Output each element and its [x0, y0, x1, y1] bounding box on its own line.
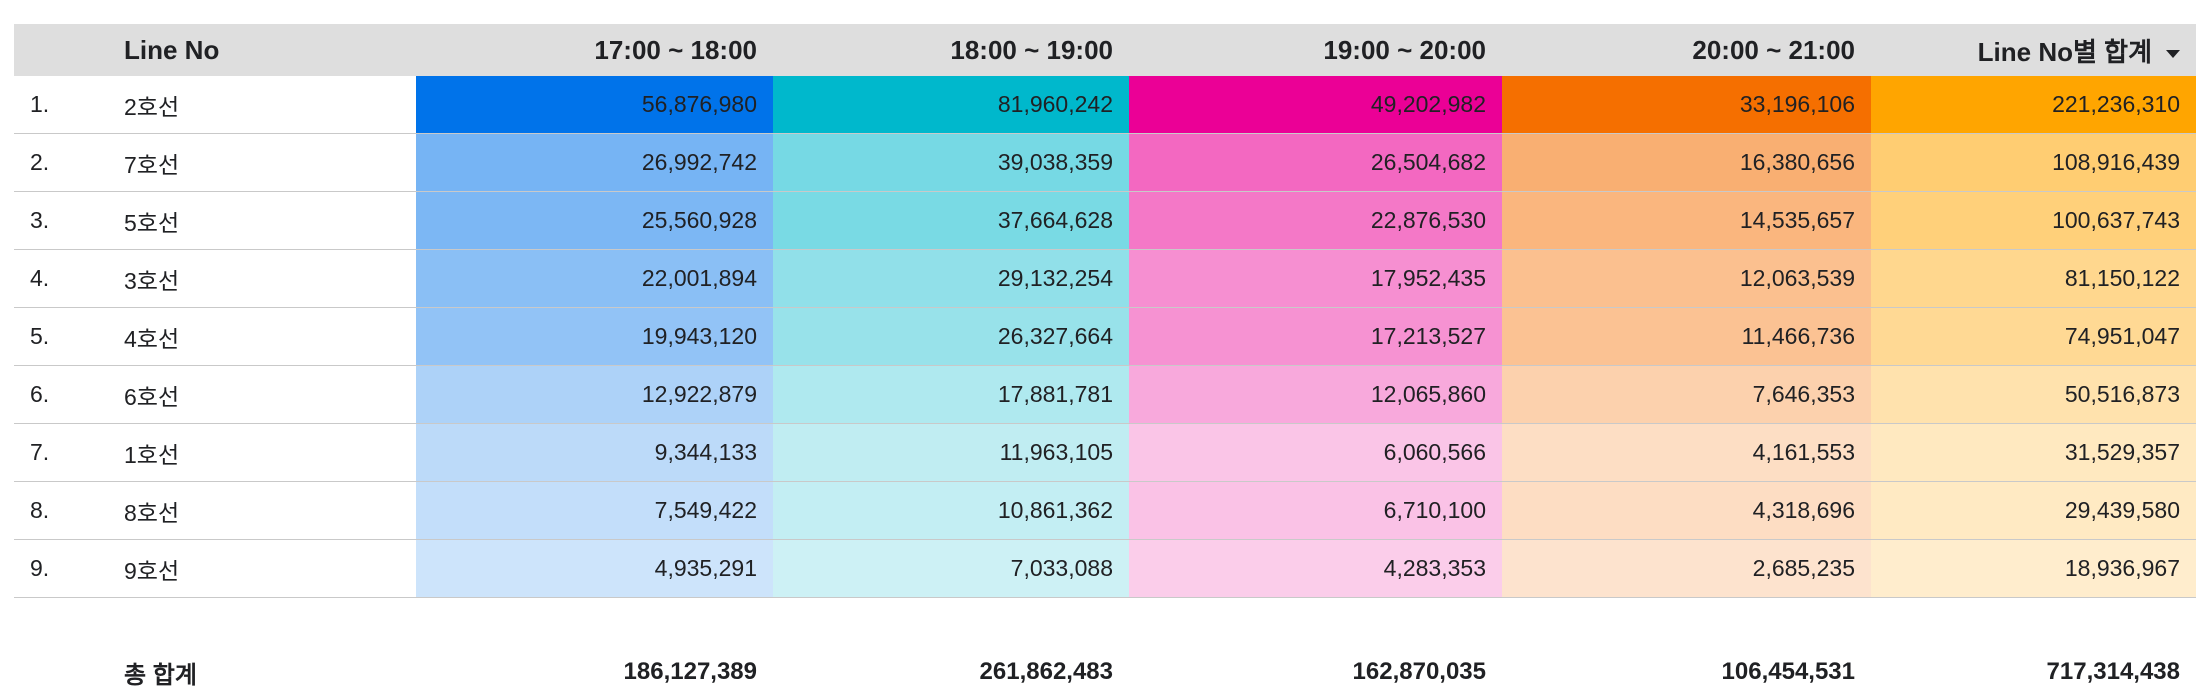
- row-index: 6.: [14, 366, 124, 424]
- cell-20-21: 2,685,235: [1502, 540, 1871, 598]
- column-header-line-total[interactable]: Line No별 합계: [1871, 24, 2196, 76]
- cell-18-19: 10,861,362: [773, 482, 1129, 540]
- totals-index-cell: [14, 650, 124, 694]
- row-index: 1.: [14, 76, 124, 134]
- cell-17-18: 7,549,422: [416, 482, 773, 540]
- cell-line-total: 50,516,873: [1871, 366, 2196, 424]
- cell-18-19: 81,960,242: [773, 76, 1129, 134]
- cell-20-21: 4,318,696: [1502, 482, 1871, 540]
- cell-18-19: 26,327,664: [773, 308, 1129, 366]
- cell-19-20: 26,504,682: [1129, 134, 1502, 192]
- row-line-name: 3호선: [124, 250, 416, 308]
- column-header-line-total-label: Line No별 합계: [1978, 37, 2152, 67]
- cell-20-21: 16,380,656: [1502, 134, 1871, 192]
- cell-19-20: 17,952,435: [1129, 250, 1502, 308]
- cell-line-total: 18,936,967: [1871, 540, 2196, 598]
- row-index: 9.: [14, 540, 124, 598]
- cell-line-total: 74,951,047: [1871, 308, 2196, 366]
- row-index: 3.: [14, 192, 124, 250]
- row-line-name: 9호선: [124, 540, 416, 598]
- table-row[interactable]: 1. 2호선 56,876,980 81,960,242 49,202,982 33,19…: [14, 76, 2196, 134]
- cell-20-21: 14,535,657: [1502, 192, 1871, 250]
- cell-17-18: 25,560,928: [416, 192, 773, 250]
- row-line-name: 2호선: [124, 76, 416, 134]
- cell-17-18: 26,992,742: [416, 134, 773, 192]
- cell-17-18: 56,876,980: [416, 76, 773, 134]
- row-index: 8.: [14, 482, 124, 540]
- table-row[interactable]: 7. 1호선 9,344,133 11,963,105 6,060,566 4,161,5…: [14, 424, 2196, 482]
- row-index: 7.: [14, 424, 124, 482]
- cell-19-20: 22,876,530: [1129, 192, 1502, 250]
- table-row[interactable]: 9. 9호선 4,935,291 7,033,088 4,283,353 2,685,23…: [14, 540, 2196, 598]
- cell-17-18: 19,943,120: [416, 308, 773, 366]
- totals-table: 총 합계 186,127,389 261,862,483 162,870,035…: [14, 650, 2196, 694]
- cell-20-21: 11,466,736: [1502, 308, 1871, 366]
- cell-line-total: 100,637,743: [1871, 192, 2196, 250]
- totals-row: 총 합계 186,127,389 261,862,483 162,870,035…: [14, 650, 2196, 694]
- cell-20-21: 4,161,553: [1502, 424, 1871, 482]
- cell-18-19: 29,132,254: [773, 250, 1129, 308]
- row-index: 4.: [14, 250, 124, 308]
- column-header-19-20[interactable]: 19:00 ~ 20:00: [1129, 24, 1502, 76]
- cell-19-20: 4,283,353: [1129, 540, 1502, 598]
- column-header-18-19[interactable]: 18:00 ~ 19:00: [773, 24, 1129, 76]
- table-row[interactable]: 6. 6호선 12,922,879 17,881,781 12,065,860 7,646…: [14, 366, 2196, 424]
- cell-19-20: 49,202,982: [1129, 76, 1502, 134]
- row-line-name: 7호선: [124, 134, 416, 192]
- cell-20-21: 7,646,353: [1502, 366, 1871, 424]
- table-row[interactable]: 2. 7호선 26,992,742 39,038,359 26,504,682 16,38…: [14, 134, 2196, 192]
- cell-19-20: 6,710,100: [1129, 482, 1502, 540]
- cell-18-19: 17,881,781: [773, 366, 1129, 424]
- cell-19-20: 6,060,566: [1129, 424, 1502, 482]
- row-line-name: 1호선: [124, 424, 416, 482]
- total-19-20: 162,870,035: [1129, 650, 1502, 694]
- sort-desc-icon[interactable]: [2166, 50, 2180, 58]
- row-index: 5.: [14, 308, 124, 366]
- cell-line-total: 31,529,357: [1871, 424, 2196, 482]
- cell-17-18: 4,935,291: [416, 540, 773, 598]
- cell-line-total: 81,150,122: [1871, 250, 2196, 308]
- cell-18-19: 39,038,359: [773, 134, 1129, 192]
- row-index: 2.: [14, 134, 124, 192]
- column-header-20-21[interactable]: 20:00 ~ 21:00: [1502, 24, 1871, 76]
- row-line-name: 8호선: [124, 482, 416, 540]
- row-line-name: 5호선: [124, 192, 416, 250]
- cell-20-21: 33,196,106: [1502, 76, 1871, 134]
- totals-label: 총 합계: [124, 650, 416, 694]
- total-17-18: 186,127,389: [416, 650, 773, 694]
- cell-20-21: 12,063,539: [1502, 250, 1871, 308]
- table-row[interactable]: 5. 4호선 19,943,120 26,327,664 17,213,527 11,46…: [14, 308, 2196, 366]
- cell-line-total: 29,439,580: [1871, 482, 2196, 540]
- total-20-21: 106,454,531: [1502, 650, 1871, 694]
- table-row[interactable]: 8. 8호선 7,549,422 10,861,362 6,710,100 4,318,6…: [14, 482, 2196, 540]
- table-row[interactable]: 3. 5호선 25,560,928 37,664,628 22,876,530 14,53…: [14, 192, 2196, 250]
- cell-18-19: 7,033,088: [773, 540, 1129, 598]
- cell-line-total: 108,916,439: [1871, 134, 2196, 192]
- total-18-19: 261,862,483: [773, 650, 1129, 694]
- cell-line-total: 221,236,310: [1871, 76, 2196, 134]
- cell-17-18: 9,344,133: [416, 424, 773, 482]
- table-header-row: Line No 17:00 ~ 18:00 18:00 ~ 19:00 19:0…: [14, 24, 2196, 76]
- table-row[interactable]: 4. 3호선 22,001,894 29,132,254 17,952,435 12,06…: [14, 250, 2196, 308]
- data-table: Line No 17:00 ~ 18:00 18:00 ~ 19:00 19:0…: [14, 24, 2196, 598]
- column-header-17-18[interactable]: 17:00 ~ 18:00: [416, 24, 773, 76]
- cell-17-18: 12,922,879: [416, 366, 773, 424]
- cell-18-19: 11,963,105: [773, 424, 1129, 482]
- row-line-name: 4호선: [124, 308, 416, 366]
- column-header-index: [14, 24, 124, 76]
- row-line-name: 6호선: [124, 366, 416, 424]
- column-header-line-no[interactable]: Line No: [124, 24, 416, 76]
- total-line-sum: 717,314,438: [1871, 650, 2196, 694]
- cell-18-19: 37,664,628: [773, 192, 1129, 250]
- cell-19-20: 17,213,527: [1129, 308, 1502, 366]
- cell-17-18: 22,001,894: [416, 250, 773, 308]
- cell-19-20: 12,065,860: [1129, 366, 1502, 424]
